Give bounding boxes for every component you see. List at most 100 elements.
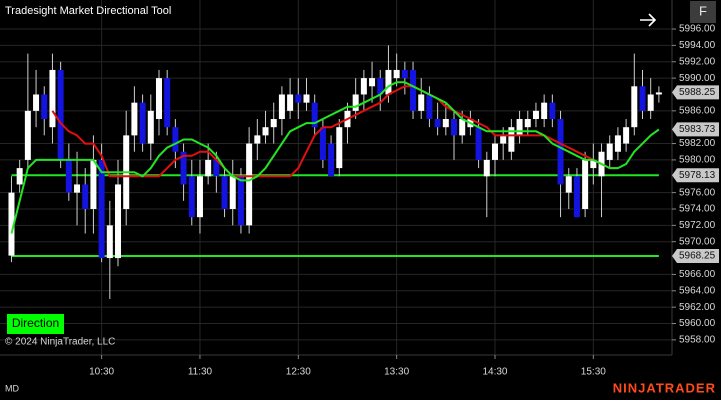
- last-price-tag: [672, 85, 719, 100]
- candle-body: [328, 143, 335, 177]
- candle-body: [483, 159, 490, 177]
- corner-button-label[interactable]: F: [699, 3, 707, 18]
- level-tag-label: 5978.13: [679, 170, 716, 181]
- candle-body: [196, 176, 203, 218]
- candle-body: [401, 69, 408, 79]
- candle-body: [516, 119, 523, 136]
- y-tick-label: 5972.00: [679, 220, 716, 231]
- candle-body: [352, 94, 359, 111]
- candle-body: [311, 102, 318, 128]
- candle-body: [270, 119, 277, 128]
- candle-body: [180, 151, 187, 185]
- candle-body: [508, 127, 515, 152]
- indicator-tag-label: 5983.73: [679, 124, 716, 135]
- candle-body: [336, 127, 343, 169]
- candle-body: [147, 110, 154, 144]
- copyright: © 2024 NinjaTrader, LLC: [5, 337, 115, 348]
- candle-body: [65, 159, 72, 193]
- candle-body: [557, 119, 564, 185]
- candle-body: [434, 119, 441, 128]
- candle-body: [614, 135, 621, 152]
- y-tick-label: 5996.00: [679, 24, 716, 35]
- chart-title: Tradesight Market Directional Tool: [5, 5, 171, 17]
- candle-body: [410, 69, 417, 111]
- candle-body: [500, 135, 507, 144]
- candle-body: [172, 127, 179, 152]
- candle-body: [491, 143, 498, 160]
- brand-logo: NINJATRADER: [613, 380, 716, 395]
- indicator-tag: [672, 122, 719, 137]
- x-tick-label: 10:30: [89, 367, 114, 378]
- level-tag-label: 5968.25: [679, 251, 716, 262]
- candle-body: [303, 94, 310, 103]
- candle-body: [74, 184, 81, 193]
- candle-body: [295, 94, 302, 103]
- candle-body: [565, 176, 572, 193]
- candle-body: [623, 127, 630, 144]
- candle-body: [385, 69, 392, 95]
- y-tick-label: 5992.00: [679, 56, 716, 67]
- y-tick-label: 5974.00: [679, 204, 716, 215]
- candle-body: [221, 176, 228, 209]
- candle-body: [8, 192, 15, 256]
- candle-body: [90, 159, 97, 209]
- indicator-line: [51, 85, 618, 178]
- direction-button-label[interactable]: Direction: [12, 316, 59, 330]
- candle-body: [532, 110, 539, 120]
- plot: [8, 45, 662, 299]
- candle-body: [188, 176, 195, 218]
- candle-body: [549, 102, 556, 120]
- candle-body: [442, 119, 449, 128]
- candle-body: [655, 92, 662, 95]
- candle-body: [393, 69, 400, 79]
- y-tick-label: 5958.00: [679, 335, 716, 346]
- candle-body: [541, 102, 548, 120]
- y-tick-label: 5966.00: [679, 269, 716, 280]
- x-tick-label: 13:30: [384, 367, 409, 378]
- candle-body: [98, 159, 105, 259]
- y-tick-label: 5994.00: [679, 40, 716, 51]
- candle-body: [41, 94, 48, 120]
- candle-body: [106, 225, 113, 259]
- candle-body: [647, 94, 654, 111]
- candle-body: [262, 127, 269, 136]
- candle-body: [582, 159, 589, 209]
- candle-body: [246, 143, 253, 226]
- y-tick-label: 5986.00: [679, 105, 716, 116]
- price-axis: 5958.00 5960.00 5962.00 5964.00 5966.00 5970.…: [89, 24, 719, 378]
- candle-body: [139, 102, 146, 144]
- candle-body: [205, 159, 212, 177]
- candle-body: [418, 94, 425, 111]
- direction-button[interactable]: [7, 314, 64, 334]
- level-tag: [672, 168, 719, 183]
- arrow-icon[interactable]: [640, 13, 657, 27]
- last-price-tag-label: 5988.25: [679, 87, 716, 98]
- candle-body: [254, 135, 261, 144]
- candle-body: [631, 86, 638, 128]
- candle-body: [164, 78, 171, 128]
- candle-body: [287, 94, 294, 111]
- x-tick-label: 11:30: [188, 367, 213, 378]
- corner-button[interactable]: [690, 1, 716, 23]
- candle-body: [131, 102, 138, 136]
- candle-body: [278, 94, 285, 120]
- y-tick-label: 5960.00: [679, 318, 716, 329]
- candle-body: [115, 184, 122, 259]
- y-tick-label: 5990.00: [679, 73, 716, 84]
- candle-body: [57, 69, 64, 160]
- candle-body: [369, 78, 376, 87]
- candle-body: [573, 176, 580, 218]
- level-tag: [672, 249, 719, 264]
- candle-body: [229, 176, 236, 209]
- x-tick-label: 15:30: [581, 367, 606, 378]
- indicator-line: [10, 81, 660, 234]
- candle-body: [24, 110, 31, 160]
- candle-body: [590, 159, 597, 169]
- candle-body: [33, 94, 40, 111]
- y-tick-label: 5970.00: [679, 236, 716, 247]
- y-tick-label: 5962.00: [679, 302, 716, 313]
- candle-body: [237, 176, 244, 226]
- candle-body: [426, 94, 433, 120]
- candle-body: [213, 159, 220, 177]
